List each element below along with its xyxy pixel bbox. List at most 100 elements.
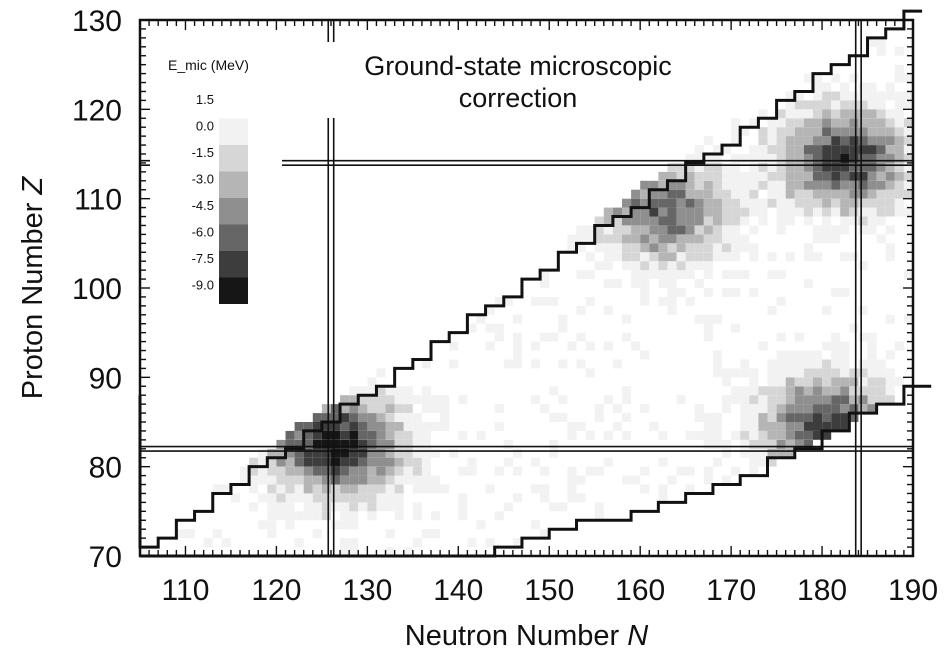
heatmap-cell	[622, 252, 632, 262]
heatmap-cell	[285, 502, 295, 512]
heatmap-cell	[694, 430, 704, 440]
heatmap-cell	[831, 404, 841, 413]
heatmap-cell	[267, 475, 277, 485]
heatmap-cell	[722, 368, 732, 378]
heatmap-cell	[803, 73, 813, 83]
heatmap-cell	[685, 207, 695, 217]
heatmap-cell	[694, 180, 704, 190]
x-tick-label: 140	[433, 574, 483, 607]
heatmap-cell	[376, 448, 386, 458]
heatmap-cell	[703, 243, 713, 253]
heatmap-cell	[813, 109, 823, 119]
heatmap-cell	[649, 422, 659, 431]
heatmap-cell	[421, 439, 431, 449]
heatmap-cell	[885, 395, 895, 405]
heatmap-cell	[722, 475, 732, 485]
heatmap-cell	[612, 207, 622, 217]
heatmap-cell	[776, 189, 786, 199]
heatmap-cell	[694, 234, 704, 244]
heatmap-cell	[858, 154, 868, 163]
heatmap-cell	[831, 332, 841, 342]
heatmap-cell	[230, 493, 240, 503]
heatmap-cell	[349, 484, 359, 494]
heatmap-cell	[658, 189, 668, 199]
heatmap-cell	[849, 100, 859, 110]
heatmap-cell	[303, 430, 313, 440]
heatmap-cell	[813, 430, 823, 440]
heatmap-cell	[340, 457, 350, 467]
heatmap-cell	[658, 430, 668, 440]
heatmap-cell	[358, 386, 368, 396]
heatmap-cell	[285, 466, 295, 476]
heatmap-cell	[876, 368, 886, 378]
heatmap-cell	[358, 395, 368, 405]
heatmap-cell	[340, 475, 350, 485]
heatmap-cell	[285, 448, 295, 458]
heatmap-cell	[431, 484, 441, 494]
heatmap-cell	[649, 261, 659, 271]
heatmap-cell	[849, 109, 859, 119]
heatmap-cell	[258, 466, 268, 476]
heatmap-cell	[267, 502, 277, 512]
heatmap-cell	[385, 430, 395, 440]
heatmap-cell	[794, 91, 804, 101]
heatmap-cell	[885, 189, 895, 199]
y-tick-label: 70	[89, 541, 122, 574]
heatmap-cell	[349, 386, 359, 396]
heatmap-cell	[840, 413, 850, 422]
heatmap-cell	[367, 466, 377, 476]
heatmap-cell	[349, 466, 359, 476]
heatmap-cell	[267, 466, 277, 476]
heatmap-cell	[894, 91, 904, 101]
heatmap-cell	[658, 207, 668, 217]
heatmap-cell	[303, 511, 313, 521]
heatmap-cell	[294, 422, 304, 431]
heatmap-cell	[685, 430, 695, 440]
heatmap-cell	[567, 243, 577, 253]
heatmap-cell	[767, 448, 777, 458]
heatmap-cell	[813, 171, 823, 181]
heatmap-cell	[403, 466, 413, 476]
heatmap-cell	[658, 296, 668, 306]
heatmap-cell	[758, 145, 768, 154]
heatmap-cell	[649, 270, 659, 279]
heatmap-cell	[703, 413, 713, 422]
heatmap-cell	[258, 493, 268, 503]
heatmap-cell	[512, 341, 522, 351]
heatmap-cell	[694, 252, 704, 262]
heatmap-cell	[549, 386, 559, 396]
heatmap-cell	[367, 386, 377, 396]
heatmap-cell	[831, 100, 841, 110]
heatmap-cell	[858, 136, 868, 145]
heatmap-cell	[722, 439, 732, 449]
heatmap-cell	[703, 422, 713, 431]
heatmap-cell	[503, 502, 513, 512]
heatmap-cell	[321, 448, 331, 458]
heatmap-cell	[758, 439, 768, 449]
heatmap-cell	[476, 314, 486, 324]
heatmap-cell	[758, 207, 768, 217]
heatmap-cell	[531, 395, 541, 405]
heatmap-cell	[385, 395, 395, 405]
heatmap-cell	[758, 341, 768, 351]
heatmap-cell	[358, 466, 368, 476]
heatmap-cell	[603, 279, 613, 288]
heatmap-cell	[785, 350, 795, 360]
heatmap-cell	[258, 448, 268, 458]
heatmap-cell	[703, 332, 713, 342]
heatmap-cell	[822, 305, 832, 315]
heatmap-cell	[640, 270, 650, 279]
heatmap-cell	[831, 207, 841, 217]
heatmap-cell	[267, 529, 277, 539]
heatmap-cell	[558, 502, 568, 512]
heatmap-cell	[285, 439, 295, 449]
heatmap-cell	[676, 395, 686, 405]
heatmap-cell	[740, 198, 750, 208]
x-tick-label: 180	[797, 574, 847, 607]
heatmap-cell	[676, 198, 686, 208]
heatmap-cell	[640, 189, 650, 199]
heatmap-cell	[712, 171, 722, 181]
heatmap-cell	[603, 225, 613, 235]
heatmap-cell	[258, 520, 268, 530]
heatmap-cell	[349, 404, 359, 413]
